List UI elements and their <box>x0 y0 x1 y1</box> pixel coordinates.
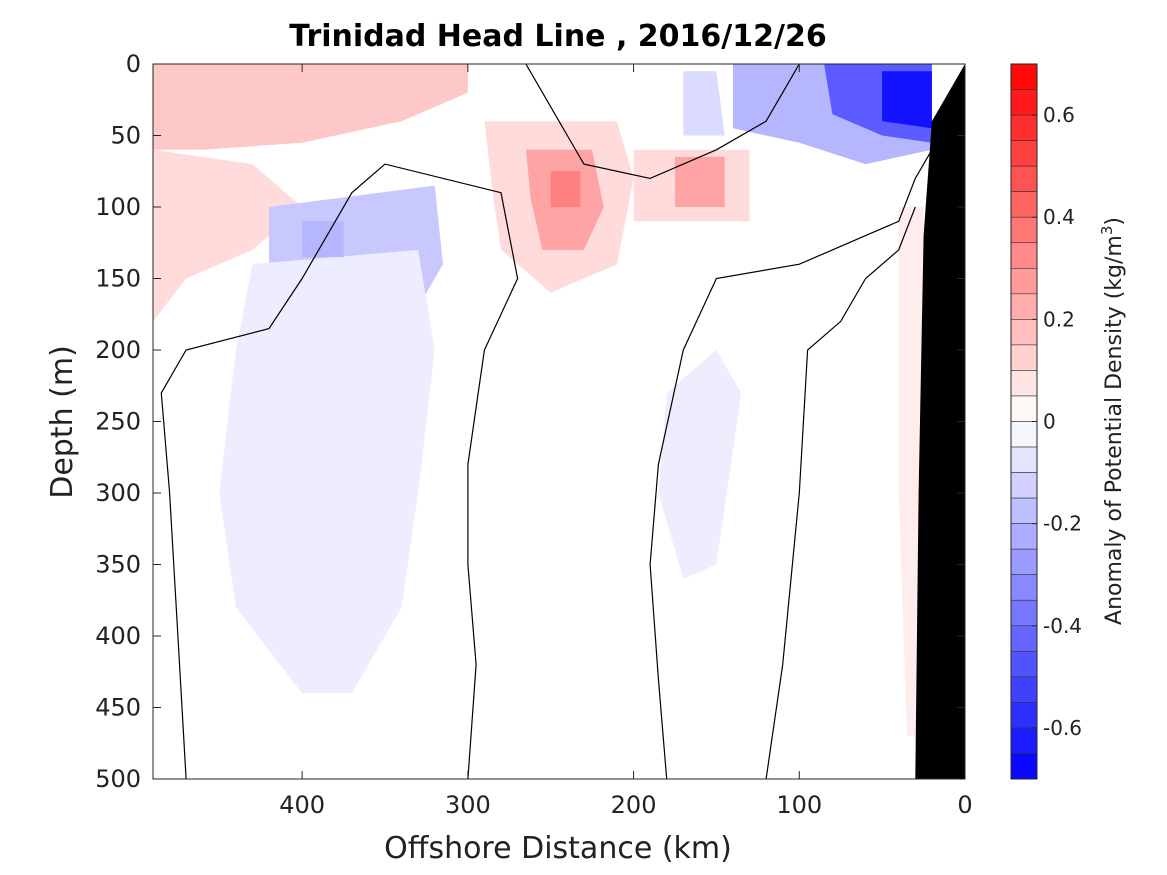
positive-anomaly-region-6 <box>675 156 725 207</box>
zero-contour-lines <box>160 64 933 779</box>
colorbar-swatch <box>1010 625 1038 652</box>
colorbar-tick-label: -0.4 <box>1043 614 1082 638</box>
y-tick-label: 0 <box>126 50 141 78</box>
land-mask <box>915 64 965 779</box>
colorbar-swatch <box>1010 523 1038 550</box>
colorbar-swatch <box>1010 63 1038 90</box>
colorbar-tick-label: 0.2 <box>1043 307 1075 331</box>
colorbar-swatch <box>1010 548 1038 576</box>
colorbar: 0.6 0.4 0.2 0 -0.2 -0.4 -0.6 Anomaly of Potent… <box>1010 63 1127 780</box>
y-tick-label: 500 <box>95 765 141 793</box>
colorbar-swatch <box>1010 574 1038 601</box>
colorbar-swatch <box>1010 140 1038 167</box>
colorbar-tick-label: 0.4 <box>1043 205 1075 229</box>
colorbar-swatch <box>1010 472 1038 499</box>
colorbar-swatch <box>1010 727 1038 754</box>
colorbar-label-superscript: 3 <box>1098 226 1116 236</box>
colorbar-swatch <box>1010 242 1038 269</box>
x-tick-label: 300 <box>445 791 491 819</box>
colorbar-tick-label: -0.6 <box>1043 716 1082 740</box>
colorbar-swatch <box>1010 114 1038 141</box>
colorbar-swatch <box>1010 446 1038 473</box>
colorbar-swatch <box>1010 165 1038 192</box>
positive-anomaly-region-0 <box>153 64 468 150</box>
colorbar-swatch <box>1010 267 1038 295</box>
y-tick-label: 450 <box>95 694 141 722</box>
x-axis: 400 300 200 100 0 <box>279 64 973 819</box>
x-tick-label: 400 <box>279 791 325 819</box>
y-tick-label: 250 <box>95 408 141 436</box>
anomaly-contour-fills <box>153 64 932 737</box>
land-mask-shape <box>915 64 965 779</box>
zero-contour-3 <box>525 64 800 180</box>
colorbar-label-suffix: ) <box>1102 217 1127 226</box>
colorbar-swatch <box>1010 370 1038 397</box>
x-tick-label: 100 <box>776 791 822 819</box>
colorbar-swatch <box>1010 676 1038 703</box>
negative-anomaly-region-11 <box>658 350 742 579</box>
zero-contour-2 <box>765 206 916 779</box>
x-tick-label: 200 <box>611 791 657 819</box>
colorbar-swatch <box>1010 344 1038 371</box>
colorbar-swatch <box>1010 753 1038 780</box>
y-tick-label: 300 <box>95 479 141 507</box>
colorbar-swatch <box>1010 702 1038 729</box>
negative-anomaly-region-12 <box>683 71 725 136</box>
colorbar-swatch <box>1010 395 1038 422</box>
colorbar-swatch <box>1010 319 1038 346</box>
colorbar-tick-label: 0 <box>1043 410 1056 434</box>
colorbar-swatch <box>1010 191 1038 218</box>
y-tick-label: 150 <box>95 265 141 293</box>
zero-contour-1 <box>649 149 933 779</box>
x-axis-label: Offshore Distance (km) <box>384 831 732 866</box>
y-axis-label: Depth (m) <box>45 345 80 499</box>
zero-contour-0 <box>160 163 519 779</box>
colorbar-swatch <box>1010 651 1038 678</box>
negative-anomaly-region-15 <box>882 71 932 129</box>
y-tick-label: 200 <box>95 336 141 364</box>
x-tick-label: 0 <box>957 791 972 819</box>
colorbar-tick-label: 0.6 <box>1043 103 1075 127</box>
y-tick-label: 100 <box>95 193 141 221</box>
colorbar-swatch <box>1010 293 1038 320</box>
negative-anomaly-region-9 <box>219 249 435 694</box>
y-tick-label: 350 <box>95 551 141 579</box>
colorbar-ticks: 0.6 0.4 0.2 0 -0.2 -0.4 -0.6 <box>1032 103 1082 740</box>
negative-anomaly-region-10 <box>302 221 344 258</box>
colorbar-swatch <box>1010 599 1038 627</box>
colorbar-swatch <box>1010 497 1038 524</box>
colorbar-swatch <box>1010 216 1038 244</box>
plot-area <box>152 63 966 780</box>
y-tick-label: 400 <box>95 622 141 650</box>
positive-anomaly-region-4 <box>550 171 581 207</box>
colorbar-tick-label: -0.2 <box>1043 512 1082 536</box>
colorbar-label-prefix: Anomaly of Potential Density (kg/m <box>1102 235 1127 625</box>
chart-title: Trinidad Head Line , 2016/12/26 <box>289 19 826 54</box>
colorbar-swatch <box>1010 89 1038 116</box>
colorbar-swatch <box>1010 421 1038 448</box>
y-tick-label: 50 <box>110 122 141 150</box>
positive-anomaly-region-1 <box>153 149 303 322</box>
y-axis: 0 50 100 150 200 250 300 350 400 450 500 <box>95 50 965 793</box>
colorbar-label: Anomaly of Potential Density (kg/m3) <box>1098 217 1127 625</box>
